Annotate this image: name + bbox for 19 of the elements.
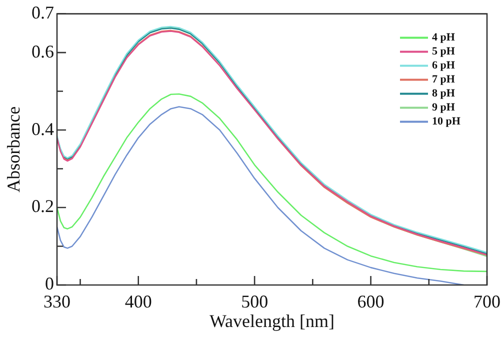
legend-label: 6 pH — [432, 60, 456, 72]
x-tick-label: 600 — [357, 292, 384, 312]
legend-label: 8 pH — [432, 88, 456, 100]
legend-label: 10 pH — [432, 116, 461, 128]
x-tick-label: 700 — [474, 292, 500, 312]
y-tick-label: 0.7 — [32, 2, 54, 23]
x-axis-title: Wavelength [nm] — [209, 310, 335, 331]
y-axis-title: Absorbance — [4, 106, 24, 192]
legend-label: 5 pH — [432, 46, 456, 58]
y-tick-label: 0.2 — [32, 196, 54, 216]
legend-label: 7 pH — [432, 74, 456, 86]
x-tick-label: 500 — [241, 292, 268, 312]
legend-label: 9 pH — [432, 102, 456, 114]
legend-label: 4 pH — [432, 32, 456, 44]
x-tick-label: 400 — [124, 292, 152, 312]
x-tick-label: 330 — [44, 292, 70, 312]
y-tick-label: 0.4 — [32, 118, 54, 139]
y-tick-label: 0 — [45, 274, 54, 294]
y-tick-label: 0.6 — [32, 41, 54, 62]
